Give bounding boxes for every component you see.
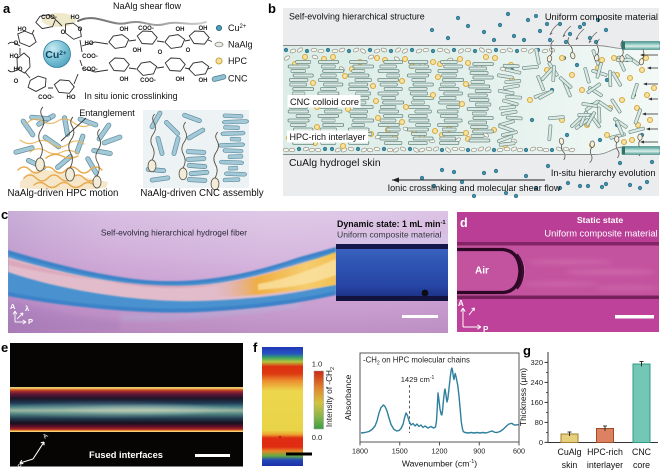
svg-text:a: a: [3, 1, 11, 16]
svg-text:NaAlg-driven HPC motion: NaAlg-driven HPC motion: [8, 188, 119, 199]
svg-text:1200: 1200: [432, 447, 448, 456]
svg-text:Uniform composite material: Uniform composite material: [544, 229, 657, 239]
svg-text:Uniform composite material: Uniform composite material: [545, 12, 658, 22]
svg-text:O: O: [186, 48, 191, 54]
svg-text:In situ ionic crosslinking: In situ ionic crosslinking: [84, 91, 177, 101]
svg-text:P: P: [28, 317, 33, 326]
svg-text:HPC-rich: HPC-rich: [587, 447, 623, 457]
svg-text:Cu2+: Cu2+: [228, 23, 247, 33]
svg-text:OH: OH: [120, 27, 129, 33]
svg-text:Absorbance: Absorbance: [343, 374, 353, 420]
svg-text:interlayer: interlayer: [587, 460, 623, 470]
svg-text:b: b: [268, 1, 276, 16]
svg-text:OH: OH: [199, 78, 208, 84]
svg-text:OH: OH: [133, 48, 142, 54]
svg-text:0: 0: [539, 438, 543, 447]
svg-text:Intensity of -CH2: Intensity of -CH2: [324, 367, 336, 427]
svg-text:core: core: [633, 460, 650, 470]
svg-text:NaAlg: NaAlg: [228, 40, 253, 50]
svg-text:A: A: [458, 299, 464, 308]
svg-text:NaAlg-driven CNC assembly: NaAlg-driven CNC assembly: [140, 188, 263, 199]
svg-text:NaAlg shear flow: NaAlg shear flow: [113, 1, 182, 11]
svg-text:Wavenumber (cm-1): Wavenumber (cm-1): [402, 459, 477, 469]
svg-text:600: 600: [513, 447, 525, 456]
svg-text:COO-: COO-: [140, 78, 156, 84]
svg-text:CNC colloid core: CNC colloid core: [290, 97, 359, 107]
svg-text:COO-: COO-: [82, 54, 98, 60]
svg-text:Dynamic state: 1 mL min-1: Dynamic state: 1 mL min-1: [337, 219, 446, 229]
svg-text:OH: OH: [199, 26, 208, 32]
svg-text:HO: HO: [85, 41, 94, 47]
svg-text:CuAlg: CuAlg: [558, 447, 582, 457]
svg-text:In-situ hierarchy evolution: In-situ hierarchy evolution: [551, 168, 656, 178]
svg-text:A: A: [42, 432, 50, 441]
svg-text:g: g: [523, 343, 531, 358]
svg-text:f: f: [253, 340, 258, 355]
svg-text:COO-: COO-: [138, 26, 154, 32]
svg-text:HO: HO: [10, 54, 19, 60]
svg-text:OH: OH: [120, 77, 129, 83]
svg-text:0.0: 0.0: [312, 433, 323, 442]
svg-text:Thickness (μm): Thickness (μm): [518, 368, 528, 426]
svg-text:COO-: COO-: [41, 15, 57, 21]
svg-text:HO: HO: [14, 67, 23, 73]
svg-text:Entanglement: Entanglement: [79, 108, 135, 118]
svg-text:Static state: Static state: [577, 215, 624, 225]
svg-text:O: O: [14, 79, 19, 85]
svg-text:Fused interfaces: Fused interfaces: [89, 450, 163, 460]
svg-text:1429 cm-1: 1429 cm-1: [401, 375, 435, 384]
svg-text:Ionic crosslinking and molecul: Ionic crosslinking and molecular shear f…: [388, 183, 561, 193]
svg-text:O: O: [14, 41, 19, 47]
svg-text:Self-evolving hierarchical str: Self-evolving hierarchical structure: [289, 12, 425, 22]
svg-text:240: 240: [530, 378, 543, 387]
svg-text:O: O: [61, 30, 66, 36]
svg-text:80: 80: [535, 418, 543, 427]
svg-text:λ: λ: [25, 304, 30, 313]
svg-text:1500: 1500: [392, 447, 408, 456]
svg-text:CuAlg hydrogel skin: CuAlg hydrogel skin: [289, 158, 381, 169]
svg-text:COO-: COO-: [82, 67, 98, 73]
svg-text:HO: HO: [18, 27, 27, 33]
svg-text:O: O: [158, 50, 163, 56]
svg-text:OH: OH: [176, 27, 185, 33]
svg-text:O: O: [78, 27, 83, 33]
svg-text:c: c: [1, 207, 8, 222]
svg-text:e: e: [1, 340, 8, 355]
svg-text:-CH2 on HPC molecular chains: -CH2 on HPC molecular chains: [363, 356, 470, 367]
svg-text:1.0: 1.0: [312, 360, 323, 369]
svg-text:skin: skin: [562, 460, 578, 470]
svg-text:HPC: HPC: [228, 56, 248, 66]
svg-text:P: P: [17, 462, 25, 470]
svg-text:HPC-rich interlayer: HPC-rich interlayer: [290, 132, 366, 142]
svg-text:Air: Air: [475, 266, 489, 277]
svg-text:HO: HO: [71, 15, 80, 21]
svg-text:900: 900: [473, 447, 485, 456]
svg-text:1800: 1800: [352, 447, 368, 456]
svg-text:160: 160: [530, 398, 543, 407]
svg-text:Uniform composite material: Uniform composite material: [337, 230, 442, 240]
svg-text:CNC: CNC: [228, 74, 248, 84]
svg-text:A: A: [10, 302, 16, 311]
svg-text:320: 320: [530, 358, 543, 367]
svg-text:CNC: CNC: [632, 447, 652, 457]
svg-text:OH: OH: [176, 77, 185, 83]
svg-text:Self-evolving hierarchical hyd: Self-evolving hierarchical hydrogel fibe…: [101, 228, 247, 238]
svg-text:P: P: [483, 325, 489, 334]
svg-text:HO: HO: [67, 95, 76, 101]
svg-text:COO-: COO-: [38, 95, 54, 101]
svg-text:d: d: [460, 216, 468, 230]
